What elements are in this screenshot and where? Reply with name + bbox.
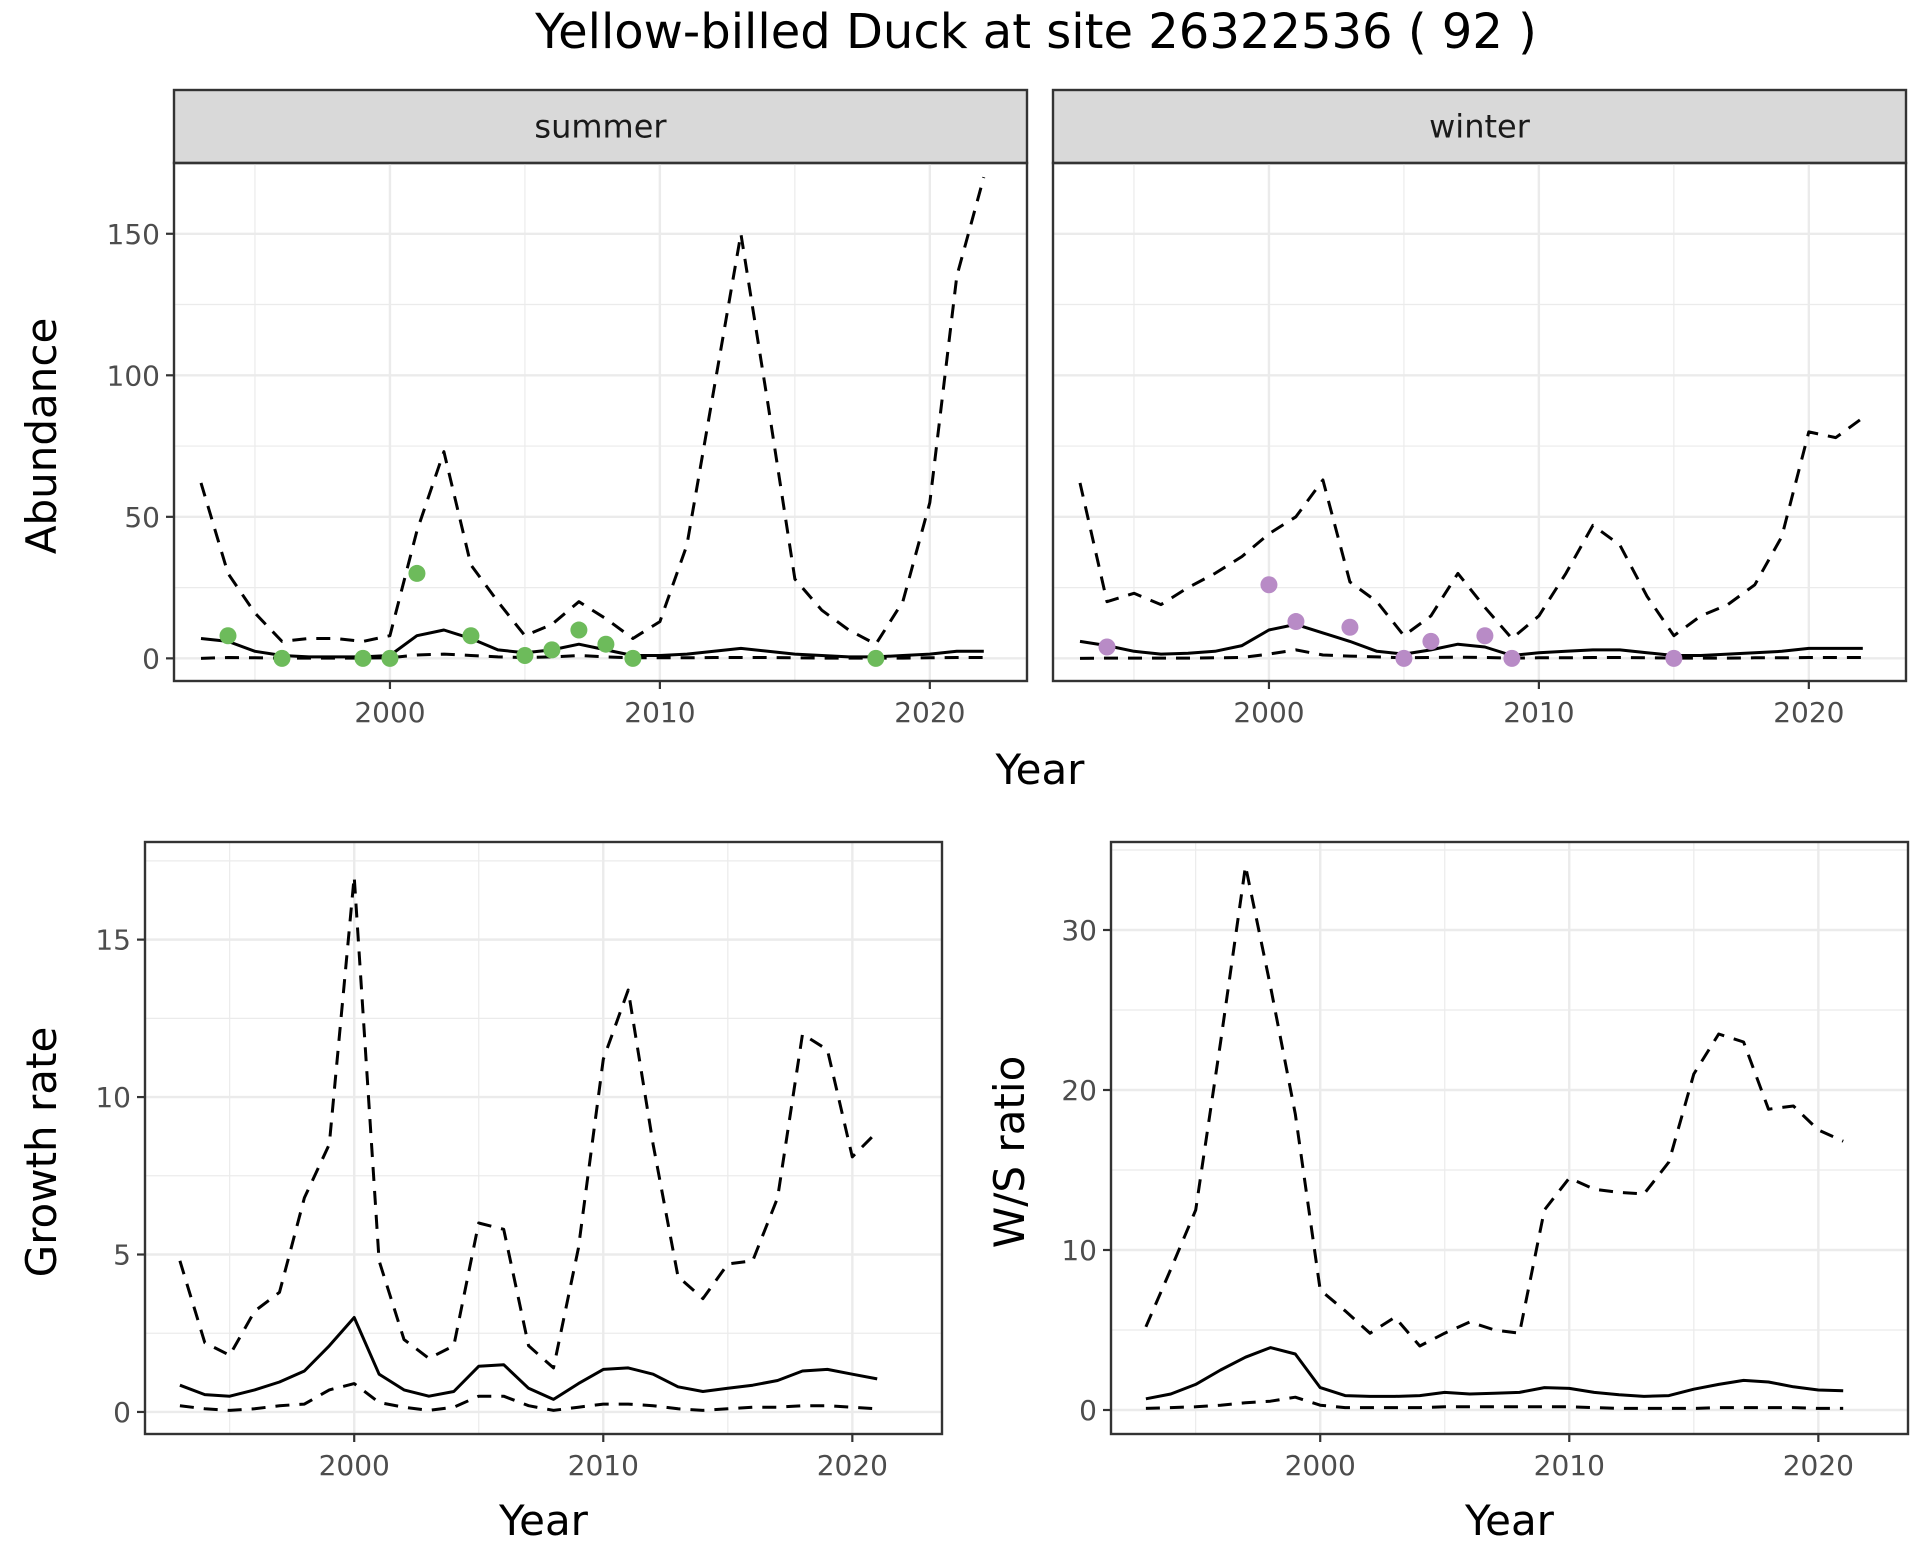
- x-tick-label: 2020: [1773, 696, 1844, 729]
- panel-winter: winter 2000 2010 2020: [1051, 88, 1908, 729]
- x-axis-title: Year: [498, 1496, 589, 1545]
- x-tick-label: 2010: [568, 1449, 639, 1482]
- data-point: [624, 649, 642, 667]
- series-group: [178, 875, 879, 1412]
- strip-label: winter: [1429, 108, 1531, 146]
- y-tick-label: 0: [1079, 1394, 1097, 1427]
- x-tick-label: 2000: [354, 696, 425, 729]
- y-axis-title: W/S ratio: [985, 1056, 1034, 1249]
- data-point: [1098, 638, 1116, 656]
- y-tick-label: 15: [95, 924, 131, 957]
- series-line-mean: [200, 628, 984, 659]
- data-point: [570, 621, 588, 639]
- strip-label: summer: [534, 108, 667, 146]
- y-tick-label: 30: [1061, 914, 1097, 947]
- data-point: [516, 647, 534, 665]
- x-axis-title-top: Year: [995, 745, 1086, 794]
- series-line-upper: [199, 176, 986, 646]
- x-tick-label: 2010: [1503, 696, 1574, 729]
- data-point: [867, 649, 885, 667]
- series-line-upper: [1144, 864, 1844, 1348]
- panel-border: [1051, 161, 1908, 683]
- series-group: [199, 176, 986, 667]
- data-point: [381, 649, 399, 667]
- series-line-mean: [1145, 1346, 1844, 1401]
- data-point: [1287, 613, 1305, 631]
- data-point: [1341, 618, 1359, 636]
- panel-border: [172, 161, 1029, 683]
- y-axis-title: Growth rate: [17, 1027, 66, 1278]
- series-group: [1144, 864, 1844, 1410]
- data-point: [1503, 649, 1521, 667]
- data-point: [543, 641, 561, 659]
- grid: [145, 842, 942, 1434]
- x-tick-label: 2000: [1233, 696, 1304, 729]
- data-point: [1260, 576, 1278, 594]
- y-tick-label: 10: [1061, 1234, 1097, 1267]
- x-tick-label: 2020: [1783, 1449, 1854, 1482]
- x-tick-label: 2000: [1285, 1449, 1356, 1482]
- data-point: [462, 627, 480, 645]
- panel-summer: summer 2000 2010 2020 0 50 100 150 Abundance: [17, 88, 1029, 729]
- series-line-upper: [178, 875, 879, 1370]
- x-tick-label: 2010: [624, 696, 695, 729]
- y-tick-label: 0: [113, 1396, 131, 1429]
- panel-border: [1109, 840, 1910, 1436]
- x-tick-label: 2020: [817, 1449, 888, 1482]
- panel-ws_ratio: 2000 2010 2020 0 10 20 30 W/S ratio Year: [985, 840, 1910, 1545]
- data-point: [408, 564, 426, 582]
- y-tick-label: 100: [107, 359, 160, 392]
- data-point: [354, 649, 372, 667]
- data-point: [1422, 632, 1440, 650]
- panel-growth: 2000 2010 2020 0 5 10 15 Growth rate Year: [17, 840, 944, 1545]
- y-axis-title: Abundance: [17, 318, 66, 555]
- y-tick-label: 150: [107, 218, 160, 251]
- y-tick-label: 0: [142, 642, 160, 675]
- strip-summer: [172, 88, 1029, 165]
- series-line-upper: [1078, 416, 1864, 640]
- grid: [1111, 842, 1908, 1434]
- series-line-mean: [1079, 622, 1863, 657]
- y-tick-label: 20: [1061, 1074, 1097, 1107]
- y-tick-label: 10: [95, 1081, 131, 1114]
- strip-winter: [1051, 88, 1908, 165]
- y-tick-label: 5: [113, 1239, 131, 1272]
- x-tick-label: 2000: [319, 1449, 390, 1482]
- data-point: [219, 627, 237, 645]
- data-point: [1476, 627, 1494, 645]
- x-tick-label: 2010: [1534, 1449, 1605, 1482]
- panel-border: [143, 840, 944, 1436]
- y-tick-label: 50: [124, 501, 160, 534]
- series-group: [1078, 416, 1864, 667]
- x-axis-title: Year: [1464, 1496, 1555, 1545]
- series-line-mean: [179, 1316, 878, 1401]
- data-point: [1395, 649, 1413, 667]
- series-line-lower: [179, 1382, 878, 1412]
- series-line-lower: [200, 652, 984, 660]
- series-line-lower: [1079, 648, 1863, 660]
- data-point: [273, 649, 291, 667]
- x-tick-label: 2020: [894, 696, 965, 729]
- data-point: [1665, 649, 1683, 667]
- figure-title: Yellow-billed Duck at site 26322536 ( 92…: [534, 4, 1537, 60]
- series-line-lower: [1145, 1395, 1844, 1410]
- data-point: [597, 635, 615, 653]
